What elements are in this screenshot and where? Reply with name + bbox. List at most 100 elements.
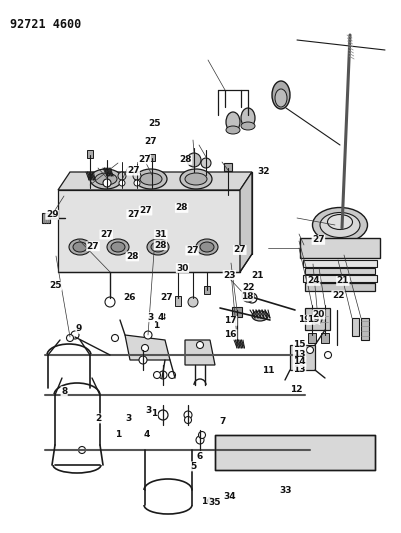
Polygon shape — [240, 172, 252, 272]
Text: 18: 18 — [241, 292, 254, 301]
Text: 1: 1 — [115, 430, 122, 439]
Circle shape — [133, 172, 141, 180]
Text: 27: 27 — [87, 242, 99, 251]
Text: 22: 22 — [332, 291, 344, 300]
Circle shape — [111, 335, 119, 342]
Ellipse shape — [180, 169, 212, 189]
Text: 14: 14 — [293, 358, 306, 366]
Text: 27: 27 — [127, 210, 140, 219]
Ellipse shape — [328, 214, 352, 230]
Circle shape — [184, 416, 192, 424]
Text: 13: 13 — [293, 365, 306, 374]
Bar — [305, 283, 375, 291]
Text: 29: 29 — [46, 211, 59, 219]
Bar — [305, 268, 375, 274]
Bar — [361, 318, 369, 340]
Ellipse shape — [241, 108, 255, 128]
Text: 26: 26 — [123, 293, 136, 302]
Bar — [58, 190, 240, 272]
Text: 12: 12 — [290, 385, 303, 393]
Text: 19: 19 — [307, 316, 320, 324]
Text: 3: 3 — [125, 414, 132, 423]
Bar — [300, 238, 380, 258]
Text: 11: 11 — [261, 366, 274, 375]
Circle shape — [134, 180, 140, 186]
Bar — [42, 213, 50, 223]
Bar — [308, 333, 316, 343]
Polygon shape — [290, 345, 315, 370]
Circle shape — [184, 411, 192, 419]
Text: 28: 28 — [154, 241, 167, 249]
Circle shape — [306, 346, 314, 353]
Polygon shape — [305, 308, 330, 330]
Ellipse shape — [95, 173, 117, 185]
Text: 27: 27 — [312, 236, 325, 244]
Ellipse shape — [107, 239, 129, 255]
Circle shape — [144, 331, 152, 339]
Text: 27: 27 — [100, 230, 113, 239]
Circle shape — [142, 344, 148, 351]
Bar — [87, 150, 93, 158]
Text: 8: 8 — [61, 387, 67, 395]
Text: 27: 27 — [127, 166, 140, 175]
Bar — [303, 260, 377, 267]
Circle shape — [196, 342, 203, 349]
Bar — [224, 163, 232, 171]
Text: 5: 5 — [190, 462, 196, 471]
Text: 24: 24 — [307, 277, 320, 285]
Text: 2: 2 — [95, 414, 101, 423]
Circle shape — [105, 297, 115, 307]
Ellipse shape — [111, 242, 125, 252]
Circle shape — [139, 356, 147, 364]
Text: 35: 35 — [208, 498, 221, 506]
Circle shape — [242, 290, 254, 302]
Circle shape — [312, 314, 322, 324]
Ellipse shape — [320, 213, 360, 238]
Text: 34: 34 — [223, 492, 236, 501]
Ellipse shape — [69, 239, 91, 255]
Ellipse shape — [241, 122, 255, 130]
Text: 15: 15 — [293, 341, 306, 349]
Text: 1: 1 — [151, 409, 158, 417]
Bar — [321, 333, 329, 343]
Circle shape — [196, 436, 204, 444]
Text: 27: 27 — [138, 155, 151, 164]
Text: 25: 25 — [148, 119, 161, 128]
Text: 3: 3 — [145, 406, 152, 415]
Polygon shape — [125, 335, 170, 360]
Circle shape — [188, 297, 198, 307]
Text: 23: 23 — [223, 271, 236, 279]
Circle shape — [198, 432, 205, 439]
Text: 33: 33 — [279, 486, 292, 495]
Text: 27: 27 — [144, 137, 157, 146]
Bar — [232, 307, 242, 317]
Text: 13: 13 — [293, 350, 306, 359]
Text: 28: 28 — [175, 204, 188, 212]
Ellipse shape — [252, 311, 268, 321]
Circle shape — [168, 372, 176, 378]
Circle shape — [79, 447, 85, 454]
Text: 16: 16 — [224, 330, 237, 338]
Text: 25: 25 — [49, 281, 62, 290]
Text: 20: 20 — [313, 310, 325, 319]
Bar — [175, 296, 181, 306]
Text: 4: 4 — [143, 430, 150, 439]
Circle shape — [119, 180, 125, 186]
Ellipse shape — [140, 173, 162, 185]
Polygon shape — [185, 340, 215, 365]
Ellipse shape — [73, 242, 87, 252]
Bar — [303, 275, 377, 282]
Text: 32: 32 — [257, 167, 270, 176]
Bar — [352, 318, 359, 336]
Circle shape — [247, 293, 257, 303]
Text: 30: 30 — [176, 264, 188, 272]
Text: 21: 21 — [251, 271, 264, 279]
Ellipse shape — [196, 239, 218, 255]
Ellipse shape — [151, 242, 165, 252]
Text: 27: 27 — [160, 293, 173, 302]
Circle shape — [158, 410, 168, 420]
Text: 27: 27 — [186, 246, 198, 255]
Text: 17: 17 — [224, 317, 237, 325]
Circle shape — [154, 372, 160, 378]
Text: 22: 22 — [242, 283, 255, 292]
